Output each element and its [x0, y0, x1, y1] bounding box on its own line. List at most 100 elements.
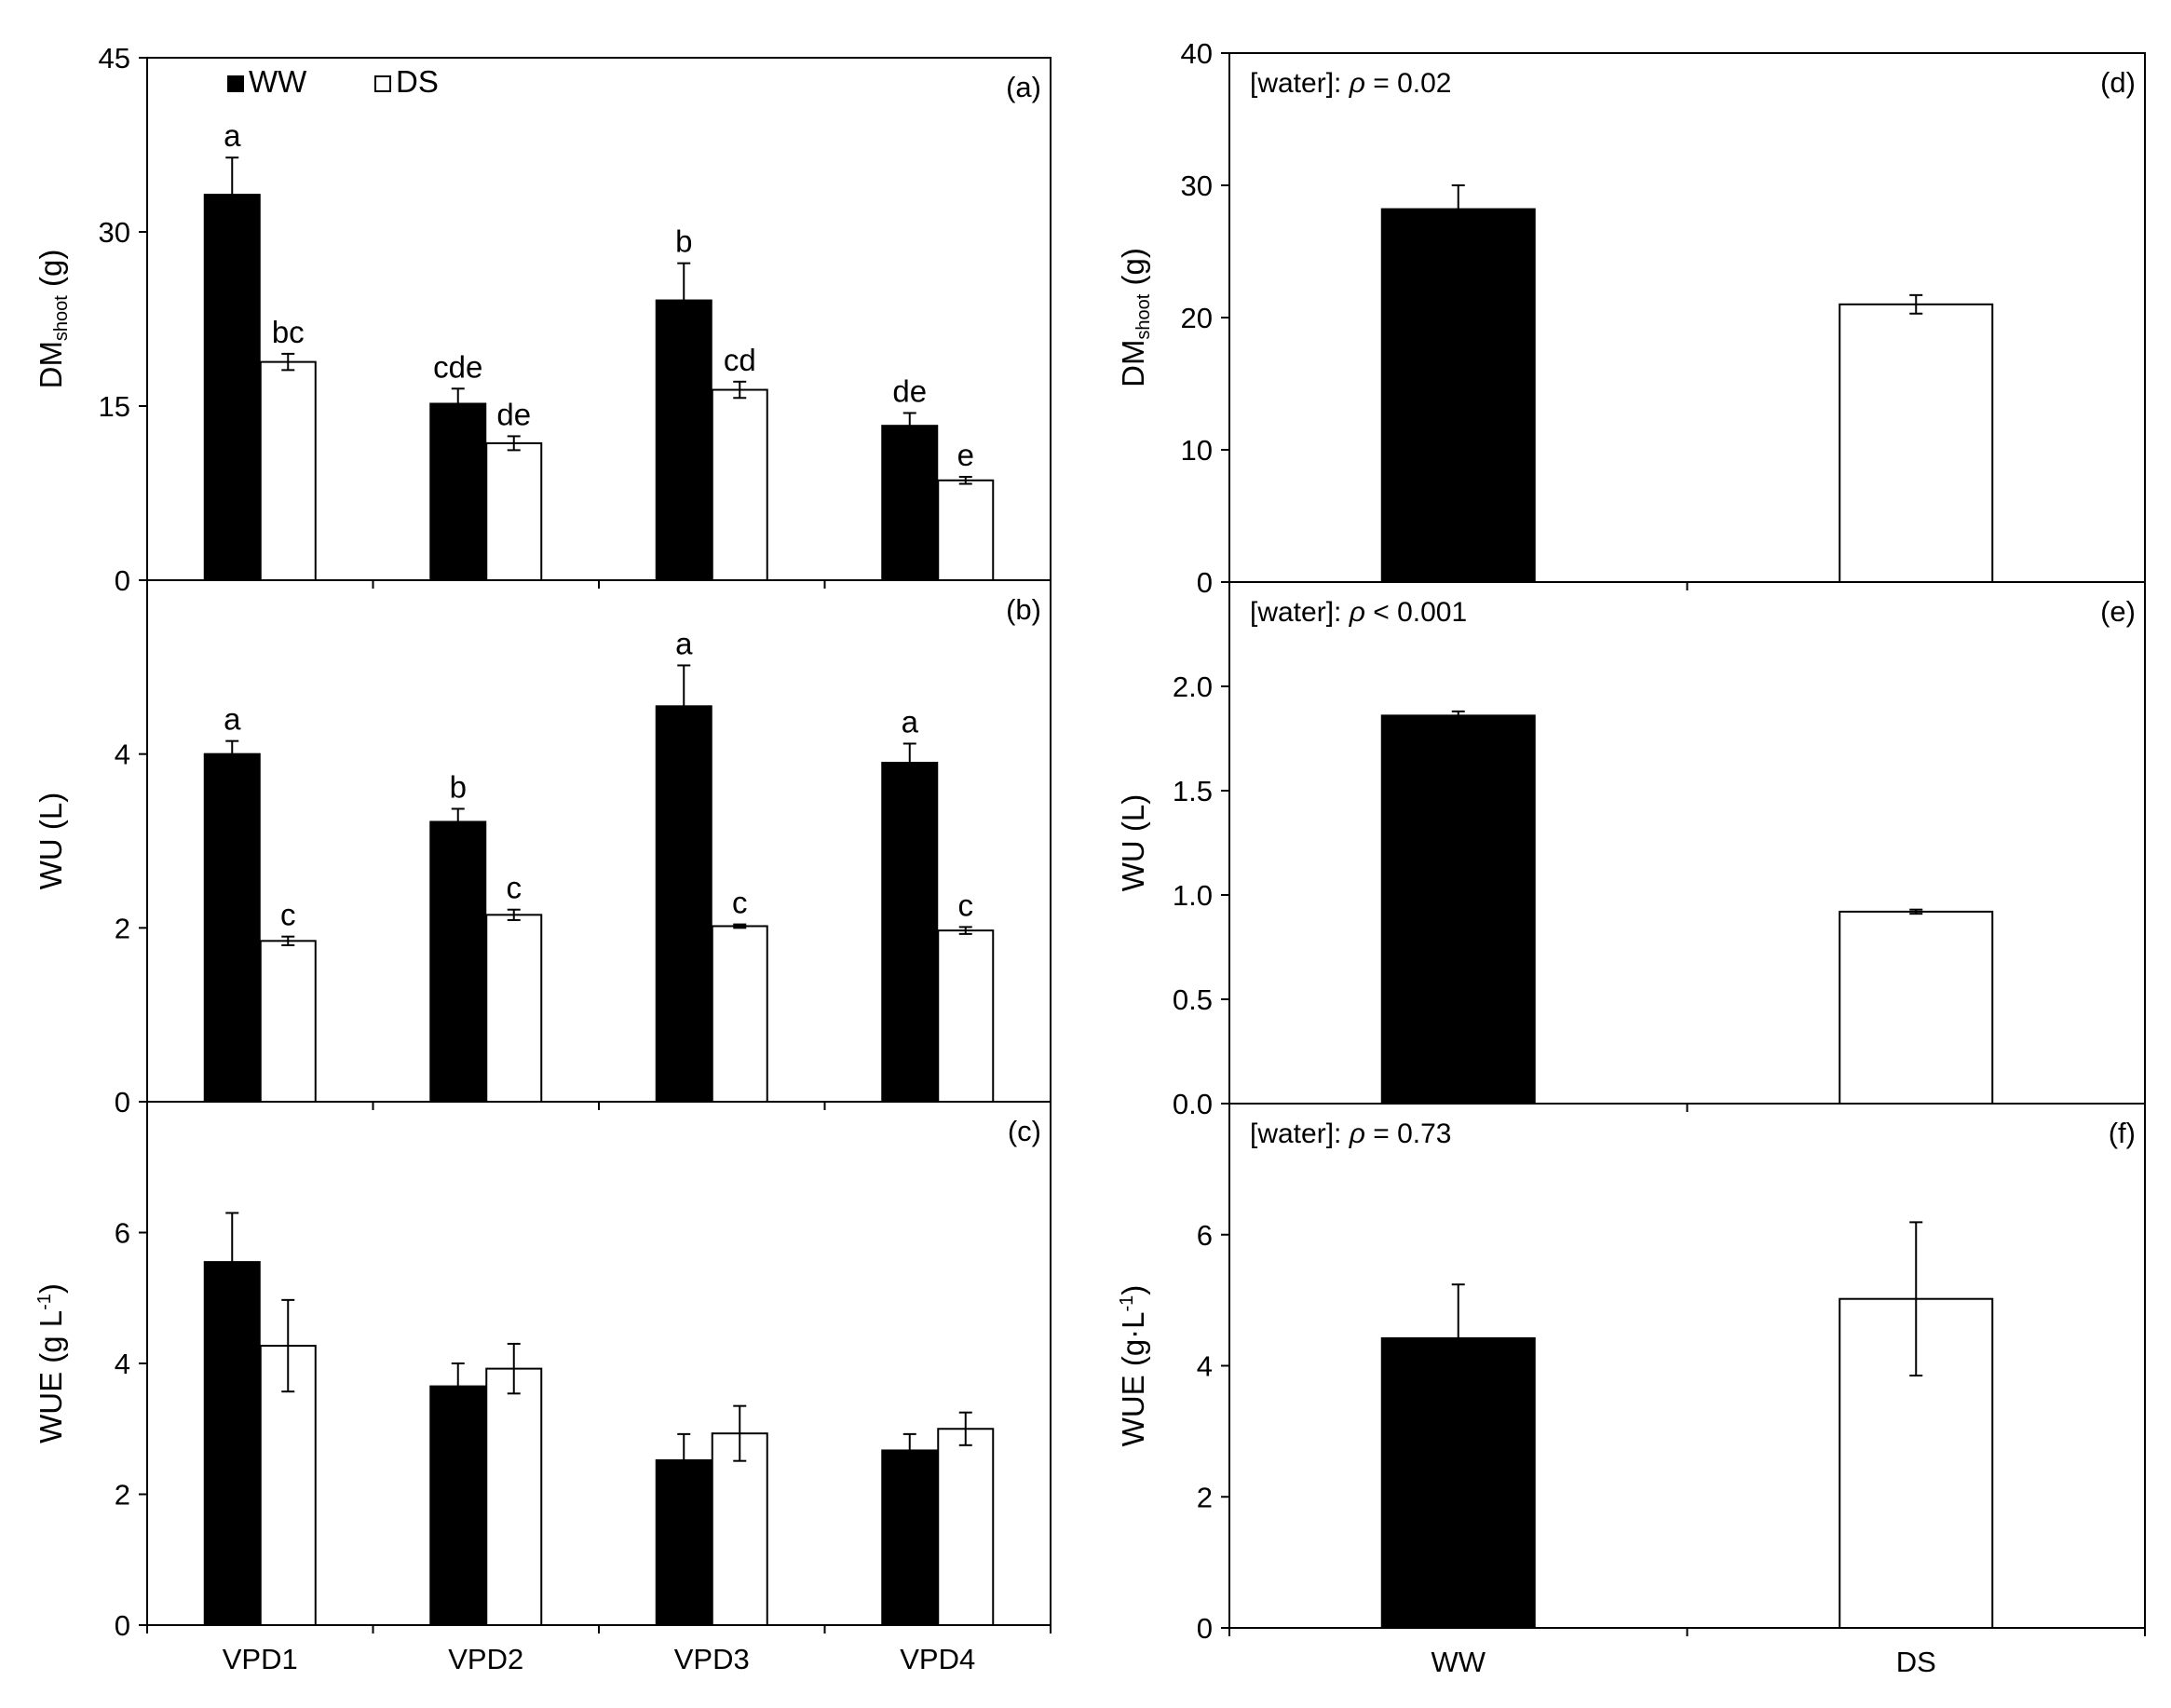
bar-c-ds-4: [937, 1428, 995, 1626]
bar-b-ds-4: [937, 929, 995, 1104]
y-axis-title-a: DMshoot (g): [34, 250, 72, 389]
bar-a-ww-3: [655, 299, 712, 581]
bar-b-ww-3: [655, 705, 712, 1103]
bar-a-ww-4: [881, 425, 939, 581]
ytick-label-d-2: 20: [1181, 302, 1213, 334]
bar-c-ww-4: [881, 1449, 939, 1626]
chart-c: 0 2 4 6 VPD1 VPD2 VPD3 VPD4 WUE (g L-1) (c): [34, 1101, 1052, 1675]
plot-frame-f: [1228, 1103, 2146, 1629]
plot-frame-e: [1228, 581, 2146, 1105]
p-value-annotation-f: [water]: ρ = 0.73: [1250, 1118, 1451, 1149]
sig-letter-b-ds-4: c: [958, 888, 974, 922]
bar-b-ww-1: [203, 752, 261, 1104]
bar-c-ww-3: [655, 1458, 712, 1626]
bar-c-ds-3: [711, 1432, 768, 1626]
y-axis-title-e: WU (L): [1116, 794, 1150, 891]
panel-label-e: (e): [2100, 595, 2136, 628]
xtick-label-f-1: WW: [1431, 1646, 1486, 1678]
sig-letter-b-ds-1: c: [280, 898, 296, 932]
ytick-label-d-3: 30: [1181, 169, 1213, 202]
sig-letter-a-ww-1: a: [224, 118, 241, 153]
panel-label-d: (d): [2100, 66, 2136, 99]
legend-label-ds: DS: [396, 64, 439, 99]
bar-a-ds-3: [711, 388, 768, 581]
chart-e: 0.0 0.5 1.0 1.5 2.0 WU (L) (e) [water]: ρ < 0.0…: [1116, 581, 2146, 1120]
panel-label-f: (f): [2109, 1117, 2136, 1149]
panel-label-c: (c): [1008, 1115, 1041, 1147]
chart-d: 0 10 20 30 40 DMshoot (g) (d) [water]: ρ = 0.02: [1116, 37, 2146, 599]
panel-label-b: (b): [1006, 593, 1041, 626]
sig-letter-a-ww-2: cde: [433, 349, 482, 384]
sig-letter-b-ds-3: c: [732, 886, 748, 920]
ytick-label-c-0: 0: [115, 1609, 130, 1642]
ytick-label-b-2: 4: [115, 739, 130, 771]
legend-swatch-ww: [227, 75, 244, 92]
bar-a-ww-1: [203, 194, 261, 582]
bar-b-ds-1: [259, 940, 317, 1103]
bar-e-ds-2: [1839, 910, 1994, 1105]
ytick-label-f-3: 6: [1197, 1219, 1213, 1252]
ytick-label-a-1: 15: [99, 390, 130, 423]
sig-letter-b-ds-2: c: [507, 871, 522, 905]
xtick-label-c-3: VPD3: [674, 1643, 750, 1675]
sig-letter-a-ww-3: b: [675, 224, 692, 259]
ytick-label-e-4: 2.0: [1173, 671, 1213, 703]
bar-a-ds-4: [937, 479, 995, 582]
ytick-label-a-3: 45: [99, 42, 130, 75]
sig-letter-a-ds-1: bc: [272, 315, 305, 349]
sig-letter-b-ww-2: b: [450, 769, 467, 804]
bar-d-ww-1: [1380, 208, 1536, 583]
p-value-annotation-e: [water]: ρ < 0.001: [1250, 597, 1467, 628]
sig-letter-b-ww-4: a: [902, 704, 919, 739]
ytick-label-e-1: 0.5: [1173, 983, 1213, 1016]
sig-letter-a-ds-4: e: [957, 438, 974, 472]
bar-b-ds-2: [485, 914, 543, 1103]
xtick-label-c-4: VPD4: [900, 1643, 975, 1675]
xtick-label-c-1: VPD1: [223, 1643, 298, 1675]
bar-f-ww-1: [1380, 1336, 1536, 1629]
ytick-label-c-1: 2: [115, 1479, 130, 1511]
xtick-label-c-2: VPD2: [448, 1643, 523, 1675]
chart-f: 0 2 4 6 WW DS WUE (g·L-1) (f) [water]: ρ = 0.73: [1116, 1103, 2146, 1678]
sig-letter-b-ww-3: a: [675, 626, 693, 660]
sig-letter-a-ds-2: de: [496, 397, 531, 431]
ytick-label-c-3: 6: [115, 1217, 130, 1250]
ytick-label-d-0: 0: [1197, 566, 1213, 599]
ytick-label-b-1: 2: [115, 912, 130, 944]
ytick-label-e-0: 0.0: [1173, 1088, 1213, 1120]
ytick-label-f-2: 4: [1197, 1350, 1213, 1383]
chart-b: a b a a c c c c 0 2 4 WU (L) (b): [34, 579, 1052, 1118]
ytick-label-a-0: 0: [115, 564, 130, 597]
bar-e-ww-1: [1380, 714, 1536, 1105]
bar-a-ds-2: [485, 441, 543, 582]
legend-label-ww: WW: [249, 64, 307, 99]
ytick-label-d-1: 10: [1181, 434, 1213, 467]
sig-letter-a-ww-4: de: [892, 373, 927, 408]
y-axis-title-c: WUE (g L-1): [34, 1283, 68, 1444]
bar-a-ds-1: [259, 360, 317, 582]
plot-frame-d: [1228, 52, 2146, 583]
ytick-label-f-0: 0: [1197, 1612, 1213, 1645]
p-value-annotation-d: [water]: ρ = 0.02: [1250, 68, 1451, 99]
bar-b-ww-4: [881, 762, 939, 1103]
bar-c-ww-2: [429, 1385, 487, 1627]
y-axis-title-b: WU (L): [34, 793, 68, 889]
sig-letter-a-ds-3: cd: [724, 343, 756, 377]
ytick-label-d-4: 40: [1181, 37, 1213, 70]
ytick-label-c-2: 4: [115, 1348, 130, 1380]
ytick-label-f-1: 2: [1197, 1481, 1213, 1513]
bar-c-ds-2: [485, 1367, 543, 1626]
bar-c-ww-1: [203, 1261, 261, 1627]
sig-letter-b-ww-1: a: [224, 702, 241, 737]
panel-label-a: (a): [1006, 71, 1041, 103]
ytick-label-a-2: 30: [99, 216, 130, 249]
ytick-label-e-3: 1.5: [1173, 775, 1213, 807]
xtick-label-f-2: DS: [1896, 1646, 1936, 1678]
bar-b-ww-2: [429, 820, 487, 1103]
bar-b-ds-3: [711, 925, 768, 1104]
bar-a-ww-2: [429, 402, 487, 581]
y-axis-title-f: WUE (g·L-1): [1116, 1285, 1150, 1447]
ytick-label-e-2: 1.0: [1173, 879, 1213, 912]
